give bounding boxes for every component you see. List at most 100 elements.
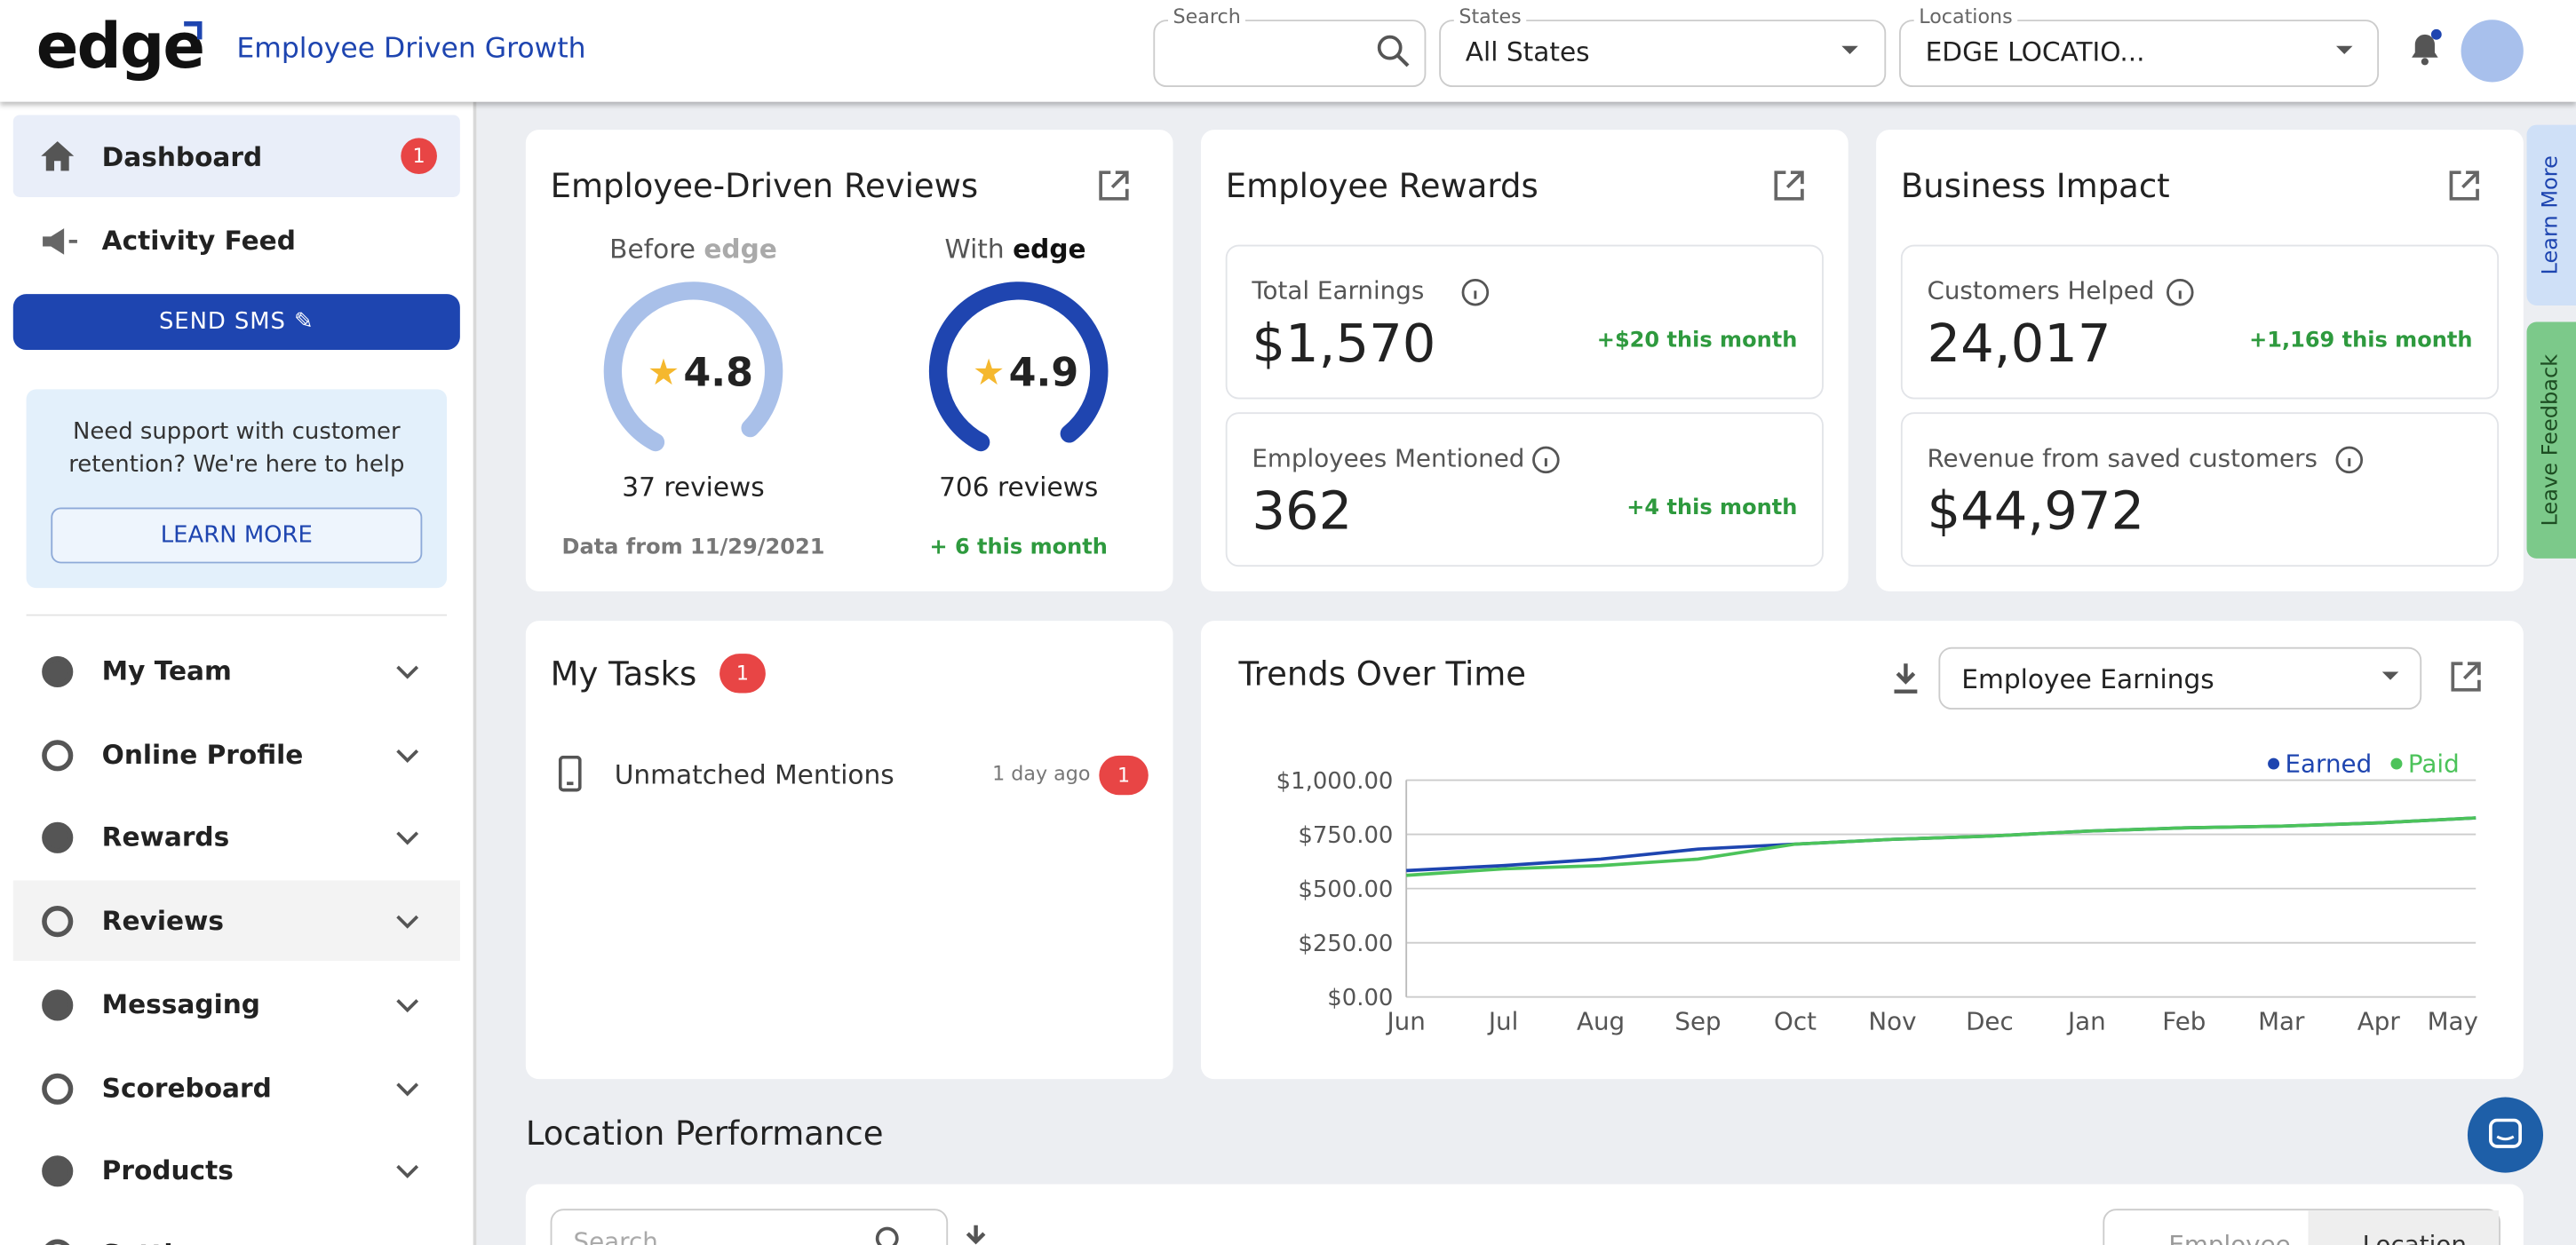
nav-label[interactable]: Messaging [101, 988, 260, 1020]
megaphone-icon [43, 228, 77, 255]
chart: $0.00 $250.00 $500.00 $750.00 $1,000.00 Jun Ju… [1276, 749, 2478, 1036]
chevron-shape [396, 1165, 419, 1179]
metric-select[interactable] [1938, 646, 2422, 710]
states-select[interactable] [1439, 20, 1887, 88]
x-tick-label: Jul [1487, 1007, 1518, 1036]
button-label: SEND SMS [158, 308, 286, 336]
gauge-arc [928, 282, 1109, 461]
learn-more-tab[interactable]: Learn More [2526, 124, 2576, 306]
x-tick-label: Jun [1386, 1007, 1426, 1036]
legend-dot [2268, 757, 2280, 770]
legend-dot [2390, 757, 2403, 770]
badge: 1 [1099, 755, 1149, 796]
bell-icon[interactable] [2405, 27, 2445, 69]
stat-value: 362 [1252, 480, 1353, 543]
badge: 1 [720, 654, 766, 694]
locations-value: EDGE LOCATIO... [1925, 36, 2145, 67]
stat-value: $1,570 [1252, 312, 1436, 375]
states-label: States [1453, 4, 1527, 28]
icon-shape [42, 989, 74, 1021]
x-tick-label: Nov [1868, 1007, 1916, 1036]
icon-shape [2335, 446, 2363, 474]
tab-label: Learn More [2539, 155, 2564, 275]
nav-icon [42, 1072, 74, 1104]
nav-label[interactable]: Rewards [101, 821, 230, 853]
nav-label[interactable]: Activity Feed [101, 225, 296, 257]
icon-shape [1532, 446, 1561, 474]
send-sms-button[interactable]: SEND SMS ✎ [12, 294, 460, 350]
icon-shape [2449, 170, 2479, 201]
nav-item-hover [12, 880, 460, 962]
task-label[interactable]: Unmatched Mentions [614, 758, 894, 790]
chat-button[interactable] [2467, 1097, 2544, 1173]
stat-change: +$20 this month [1596, 328, 1798, 353]
chevron-shape [396, 998, 419, 1012]
nav-icon [42, 989, 74, 1021]
avatar[interactable] [2461, 20, 2524, 83]
nav-label[interactable]: My Team [101, 654, 232, 687]
section-title: Location Performance [525, 1114, 884, 1154]
x-tick-label: Apr [2357, 1007, 2401, 1036]
support-box: Need support with customer retention? We… [26, 389, 448, 589]
chart-title: Trends Over Time [1238, 654, 1527, 694]
sidebar: Dashboard 1 Activity Feed SEND SMS ✎ Nee… [0, 101, 477, 1245]
search-placeholder: Search [573, 1226, 658, 1245]
divider [26, 614, 448, 616]
states-value: All States [1465, 36, 1590, 67]
chevron [396, 915, 419, 929]
y-tick-label: $1,000.00 [1276, 768, 1394, 795]
review-count: 706 reviews [939, 471, 1099, 503]
y-tick-label: $250.00 [1298, 931, 1393, 957]
x-tick-label: Feb [2162, 1007, 2206, 1036]
tab-label: Leave Feedback [2539, 353, 2564, 527]
open-icon[interactable] [1097, 170, 1130, 202]
nav-label[interactable]: Scoreboard [101, 1071, 272, 1104]
stat-change: +4 this month [1626, 496, 1798, 521]
open-icon[interactable] [2450, 661, 2483, 694]
stat-label: Total Earnings [1252, 275, 1425, 306]
open-icon[interactable] [1773, 170, 1806, 202]
rating: 4.9 [1009, 351, 1079, 396]
nav-icon [44, 1239, 70, 1245]
nav-label[interactable]: Online Profile [101, 738, 304, 770]
download-icon[interactable] [1891, 662, 1920, 694]
search-box[interactable] [550, 1209, 949, 1245]
download-icon[interactable] [963, 1224, 990, 1245]
stat-box: Total Earnings $1,570 +$20 this month [1225, 244, 1824, 400]
trends-card: Trends Over Time Employee Earnings $0.00… [1200, 621, 2524, 1080]
nav-label[interactable]: Reviews [101, 905, 224, 937]
nav-label[interactable]: Products [101, 1154, 234, 1186]
stat-label: Customers Helped [1927, 275, 2155, 306]
note: + 6 this month [929, 535, 1108, 560]
gauges: ★ 4.8 ★ 4.9 [603, 282, 1109, 461]
x-tick-label: May [2428, 1007, 2478, 1036]
stat-label: Employees Mentioned [1252, 443, 1525, 473]
open-icon[interactable] [2448, 170, 2481, 202]
chevron [396, 749, 419, 763]
x-tick-label: Sep [1674, 1007, 1721, 1036]
before-label: Before edge [609, 234, 777, 265]
icon-shape [42, 655, 74, 688]
stat-box: Customers Helped 24,017 +1,169 this month [1900, 244, 2500, 400]
learn-more-button[interactable]: LEARN MORE [51, 507, 423, 564]
task-time: 1 day ago [992, 762, 1091, 786]
nav-item-active[interactable] [12, 115, 460, 197]
nav-icon [42, 739, 74, 771]
toggle-option[interactable]: Employee [2168, 1230, 2291, 1245]
review-count: 37 reviews [622, 471, 765, 503]
tagline: Employee Driven Growth [236, 32, 586, 66]
nav-label[interactable]: Settings [102, 1238, 227, 1245]
feedback-tab[interactable]: Leave Feedback [2526, 321, 2576, 559]
icon-shape [44, 1239, 70, 1245]
stat-box: Revenue from saved customers $44,972 [1900, 412, 2500, 567]
info-icon [2166, 278, 2193, 306]
stat-value: 24,017 [1927, 312, 2111, 375]
rating: 4.8 [683, 351, 753, 396]
impact-card: Business Impact Customers Helped 24,017 +1,… [1876, 130, 2524, 591]
logo[interactable]: edge [36, 10, 205, 83]
nav-label: Dashboard [101, 141, 263, 173]
icon-shape [1774, 170, 1804, 201]
locations-select[interactable] [1899, 20, 2380, 88]
toggle-option[interactable]: Location [2362, 1230, 2467, 1245]
